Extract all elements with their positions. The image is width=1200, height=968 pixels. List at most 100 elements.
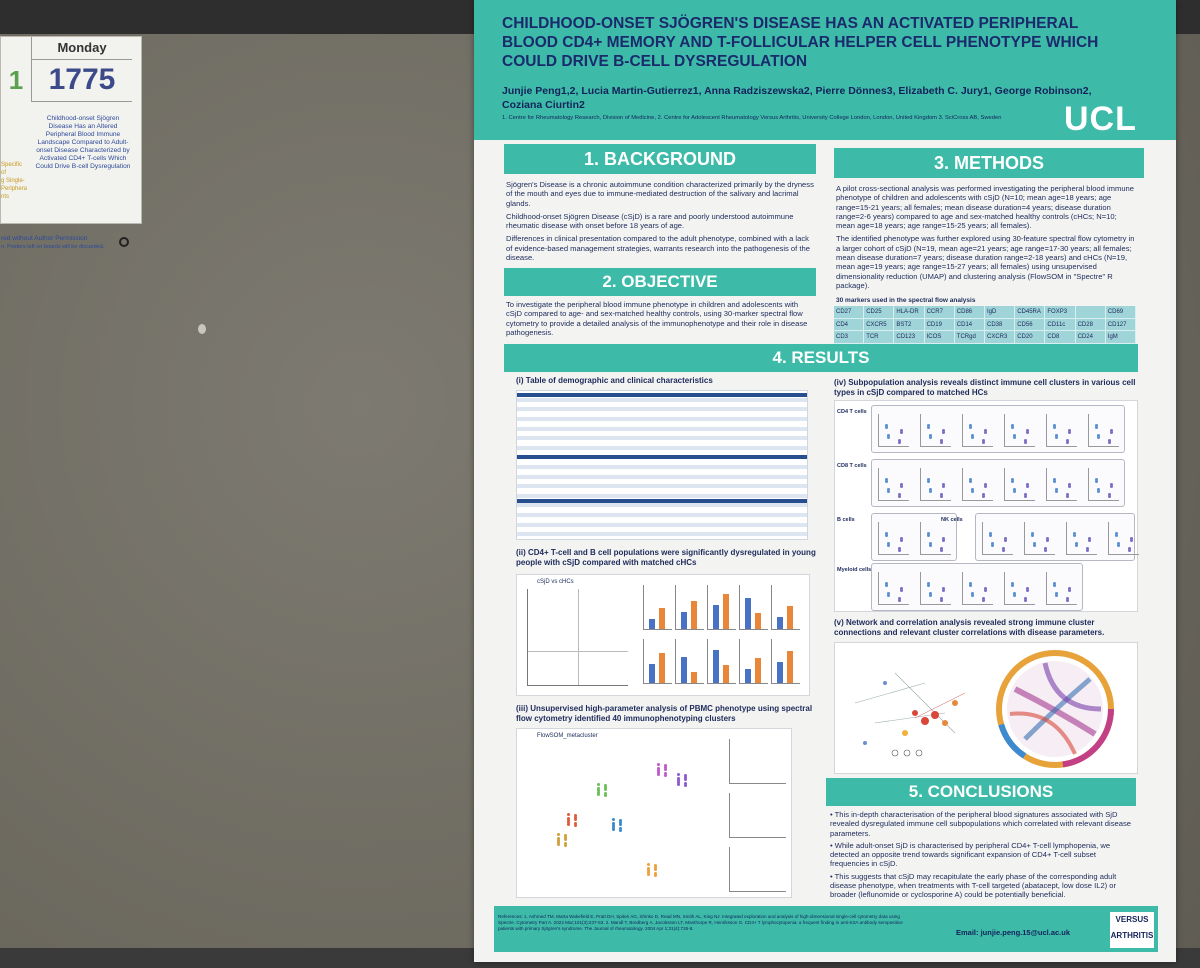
marker-cell: CD3 bbox=[834, 331, 865, 344]
background-p2: Childhood-onset Sjögren Disease (cSjD) i… bbox=[506, 211, 794, 231]
umap-point bbox=[564, 844, 567, 847]
cluster-plot bbox=[1004, 468, 1035, 501]
umap-point bbox=[567, 817, 570, 820]
table-row bbox=[517, 498, 807, 503]
umap-point bbox=[657, 767, 660, 770]
references: References: 1. Ashmed TM, Marta Wakefiel… bbox=[498, 914, 903, 931]
cluster-plot bbox=[920, 468, 951, 501]
umap-point bbox=[564, 836, 567, 839]
marker-cell: CD38 bbox=[985, 318, 1016, 332]
umap-point bbox=[664, 772, 667, 775]
table-row bbox=[517, 397, 807, 402]
bar-panel bbox=[643, 585, 672, 630]
methods-p2: The identified phenotype was further exp… bbox=[836, 234, 1135, 290]
umap-point bbox=[574, 822, 577, 825]
bar bbox=[723, 594, 729, 629]
umap-point bbox=[677, 773, 680, 776]
marker-cell: CD14 bbox=[954, 318, 985, 332]
umap-point bbox=[677, 777, 680, 780]
ucl-logo: UCL bbox=[1064, 100, 1137, 138]
cluster-plot bbox=[920, 414, 951, 447]
bar-panel bbox=[771, 639, 800, 684]
figure-v-network bbox=[834, 642, 1138, 774]
umap-point bbox=[654, 864, 657, 867]
cluster-plot bbox=[1046, 468, 1077, 501]
umap-point bbox=[597, 789, 600, 792]
marker-cell: CD11c bbox=[1045, 318, 1076, 332]
results-fig3-title: (iii) Unsupervised high-parameter analys… bbox=[516, 704, 813, 723]
table-row bbox=[517, 470, 807, 474]
marker-cell: CD4 bbox=[834, 318, 865, 332]
bar bbox=[659, 608, 665, 629]
cluster-plot-2 bbox=[729, 793, 786, 838]
umap-point bbox=[684, 784, 687, 787]
umap-point bbox=[567, 821, 570, 824]
methods-p1: A pilot cross-sectional analysis was per… bbox=[836, 184, 1134, 231]
umap-point bbox=[574, 818, 577, 821]
umap-point bbox=[664, 768, 667, 771]
umap-point bbox=[619, 829, 622, 832]
umap-point bbox=[684, 778, 687, 781]
marker-cell: CD56 bbox=[1015, 318, 1046, 332]
umap-point bbox=[677, 781, 680, 784]
label-footer-note: n. Posters left on boards will be discar… bbox=[1, 244, 105, 250]
marker-cell: CD19 bbox=[924, 318, 955, 332]
umap-point bbox=[657, 771, 660, 774]
results-table-title: (i) Table of demographic and clinical ch… bbox=[516, 376, 713, 385]
umap-point bbox=[604, 794, 607, 797]
bar bbox=[787, 606, 793, 629]
umap-point bbox=[647, 863, 650, 866]
table-row bbox=[517, 436, 807, 441]
marker-cell: HLA-DR bbox=[894, 306, 925, 319]
results-fig5-title: (v) Network and correlation analysis rev… bbox=[834, 618, 1105, 637]
table-row bbox=[517, 455, 807, 460]
cluster-group bbox=[871, 459, 1125, 507]
label-title: Childhood-onset Sjögren Disease Has an A… bbox=[35, 115, 131, 170]
bar bbox=[691, 672, 697, 683]
bar-panel bbox=[739, 639, 768, 684]
umap-point bbox=[557, 833, 560, 836]
umap-point bbox=[574, 824, 577, 827]
conclusions-text: • This in-depth characterisation of the … bbox=[830, 810, 1134, 900]
results-fig4-title: (iv) Subpopulation analysis reveals dist… bbox=[834, 378, 1136, 397]
bar bbox=[723, 665, 729, 683]
bar bbox=[681, 612, 687, 629]
cluster-plot bbox=[878, 414, 909, 447]
table-row bbox=[517, 479, 807, 483]
bar bbox=[755, 658, 761, 683]
table-row bbox=[517, 522, 807, 527]
poster-authors: Junjie Peng1,2, Lucia Martin-Gutierrez1,… bbox=[502, 85, 1092, 111]
umap-plot bbox=[537, 743, 717, 891]
conclusion-3: • This suggests that cSjD may recapitula… bbox=[830, 871, 1117, 900]
umap-point bbox=[612, 822, 615, 825]
table-row bbox=[517, 451, 807, 455]
umap-point bbox=[604, 792, 607, 795]
cluster-plot bbox=[1024, 522, 1055, 555]
objective-text: To investigate the peripheral blood immu… bbox=[506, 300, 808, 337]
label-logo-icon bbox=[119, 237, 129, 247]
bar-panels bbox=[643, 585, 803, 689]
umap-point bbox=[597, 793, 600, 796]
cluster-plot bbox=[1004, 414, 1035, 447]
umap-point bbox=[654, 874, 657, 877]
marker-cell: CD20 bbox=[1015, 331, 1046, 344]
cluster-plot bbox=[962, 572, 993, 605]
cluster-group bbox=[871, 513, 957, 561]
marker-cell: CXCR3 bbox=[985, 331, 1016, 344]
table-row bbox=[517, 393, 807, 397]
table-row bbox=[517, 422, 807, 426]
conclusion-2: • While adult-onset SjD is characterised… bbox=[830, 840, 1111, 869]
marker-cell: IgD bbox=[985, 306, 1016, 319]
umap-point bbox=[657, 769, 660, 772]
table-row bbox=[517, 513, 807, 517]
umap-point bbox=[619, 821, 622, 824]
cluster-plot bbox=[878, 572, 909, 605]
bar-panel bbox=[771, 585, 800, 630]
umap-point bbox=[574, 816, 577, 819]
cluster-plot bbox=[1088, 468, 1119, 501]
bar-panel bbox=[675, 639, 704, 684]
bar bbox=[713, 605, 719, 629]
umap-point bbox=[647, 867, 650, 870]
bar bbox=[787, 651, 793, 683]
umap-point bbox=[657, 763, 660, 766]
